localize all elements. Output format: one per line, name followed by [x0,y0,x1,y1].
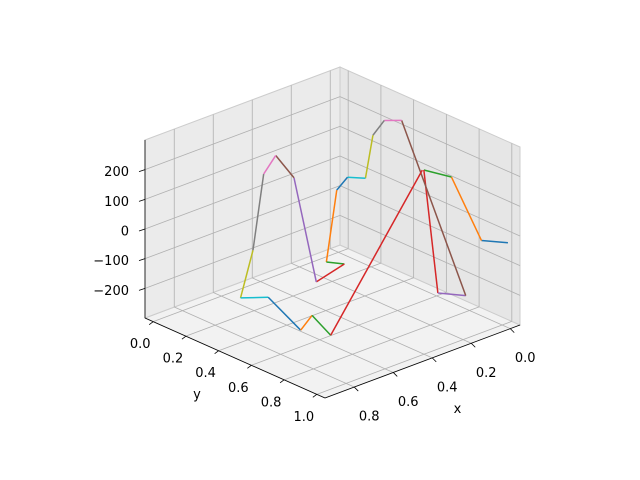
y-tick-label: 0.8 [261,395,282,410]
z-tick-label: 0 [121,225,129,240]
y-tick-label: 0.4 [195,366,216,381]
grid-line [185,262,382,337]
line-segment [481,239,508,244]
x-tick-label: 0.2 [476,366,497,381]
z-tick-label: −100 [93,254,129,269]
line-segment [325,190,338,263]
grid-line [218,277,414,352]
x-axis-label: x [454,402,462,417]
tick-mark [312,394,318,398]
line-segment [267,296,302,331]
grid-line [330,248,511,330]
grid-line [251,291,447,366]
z-tick-label: 100 [104,195,129,210]
grid-line [316,320,512,395]
y-axis-line [144,317,326,399]
grid-line [252,277,433,359]
line-segment [336,176,349,191]
line-segment [372,120,385,136]
line-segment [423,169,452,178]
tick-mark [353,386,359,392]
tick-mark [138,198,146,202]
tick-mark [138,258,146,262]
grid-line [174,306,355,388]
grid-line [144,125,341,200]
line-segment [347,176,366,179]
z-tick-label: 200 [104,165,129,180]
tick-mark [138,287,146,291]
line-segment [364,135,374,179]
grid-line [339,214,521,296]
line-segment [330,169,423,336]
x-tick-label: 0.4 [437,380,458,395]
line-segment [311,314,332,336]
y-tick-label: 0.6 [228,381,249,396]
tick-mark [181,335,187,340]
line-segment [315,263,345,283]
y-axis-label: y [193,388,201,403]
tick-mark [247,364,252,369]
grid-line [144,96,341,171]
line-segment [293,177,318,283]
y-tick-label: 0.0 [130,337,151,352]
grid-line [291,262,472,344]
x-tick-label: 0.6 [398,395,419,410]
tick-mark [138,169,146,173]
tick-mark [431,357,437,363]
y-tick-label: 1.0 [293,410,314,425]
line-segment [263,155,277,175]
grid-line [153,248,349,323]
tick-mark [148,321,154,325]
x-tick-label: 0.0 [515,351,536,366]
tick-mark [279,379,285,384]
tick-mark [509,328,515,333]
grid-line [339,125,521,207]
line-segment [239,250,254,299]
grid-line [283,306,480,381]
tick-mark [138,228,146,232]
line-segment [400,120,467,296]
tick-mark [214,350,219,355]
tick-mark [470,342,476,348]
line-segment [275,154,295,179]
line-segment [450,176,483,241]
line-segment [240,296,269,299]
grid-line [144,155,341,230]
line-segment [423,169,439,294]
grid-line [213,292,394,373]
line-segment [437,292,466,297]
tick-mark [392,372,398,377]
line-segment [300,314,313,331]
x-axis-line [324,324,521,399]
line-segment [326,261,345,265]
grid-line [339,96,521,178]
line-segment [252,173,265,251]
grid-line [144,185,341,260]
x-tick-label: 0.8 [359,410,380,425]
grid-line [144,214,341,289]
y-tick-label: 0.2 [163,352,184,367]
z-tick-label: −200 [93,284,129,299]
